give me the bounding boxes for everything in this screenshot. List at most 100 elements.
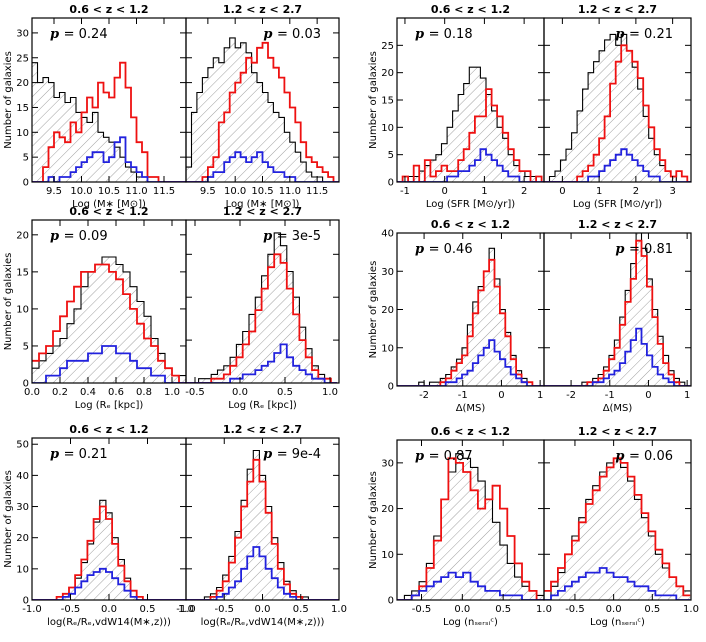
- plot-area: [397, 453, 544, 600]
- x-tick-label: 1.0: [322, 387, 338, 398]
- x-tick-label: 9.5: [46, 186, 62, 197]
- plot-area: [397, 66, 544, 182]
- y-tick-label: 10: [381, 123, 394, 134]
- hatch-fill: [544, 233, 691, 386]
- panel-title: 0.6 < z < 1.2: [431, 3, 510, 16]
- y-axis-label: Number of galaxies: [3, 470, 14, 568]
- y-tick-label: 20: [16, 78, 29, 89]
- series-red: [544, 457, 691, 597]
- y-tick-label: 10: [381, 343, 394, 354]
- series-blue: [186, 343, 338, 383]
- p-value-label: p = 9e-4: [263, 447, 321, 462]
- y-tick-label: 40: [16, 471, 29, 482]
- plot-area: [186, 232, 338, 383]
- y-tick-label: 0: [23, 596, 29, 607]
- hatch-fill: [186, 37, 339, 182]
- x-tick-label: 0.5: [495, 604, 511, 615]
- x-tick-label: 0.6: [108, 387, 124, 398]
- series-all: [397, 453, 544, 600]
- series-red: [186, 458, 339, 600]
- y-tick-label: 15: [16, 103, 29, 114]
- x-tick-label: 0.5: [293, 604, 309, 615]
- series-blue: [397, 148, 544, 182]
- x-tick-label: 10.0: [70, 186, 92, 197]
- y-tick-label: 0: [388, 178, 394, 189]
- x-tick-label: 0.5: [140, 604, 156, 615]
- panel-title: 1.2 < z < 2.7: [223, 205, 302, 218]
- p-value-label: p = 0.21: [50, 447, 108, 462]
- y-tick-label: 0: [23, 379, 29, 390]
- y-tick-label: 0: [388, 382, 394, 393]
- axes-frame: [185, 219, 340, 384]
- hatch-fill: [32, 257, 186, 383]
- plot-area: [544, 233, 691, 386]
- y-tick-label: 25: [381, 41, 394, 52]
- series-red: [397, 88, 544, 182]
- y-tick-label: 5: [23, 341, 29, 352]
- series-all: [544, 33, 691, 182]
- series-red: [186, 41, 339, 182]
- x-tick-label: 0.4: [80, 387, 96, 398]
- x-tick-label: 1.0: [331, 604, 347, 615]
- y-axis-label: Number of galaxies: [368, 471, 379, 569]
- x-tick-label: 0.2: [52, 387, 68, 398]
- x-tick-label: -1.0: [22, 604, 42, 615]
- series-red: [32, 263, 186, 383]
- y-axis-label: Number of galaxies: [368, 261, 379, 359]
- y-tick-label: 30: [381, 458, 394, 469]
- hatch-fill: [397, 67, 544, 182]
- y-tick-label: 25: [16, 53, 29, 64]
- x-tick-label: 1: [481, 186, 487, 197]
- plot-area: [32, 61, 186, 182]
- p-value-label: p = 0.03: [263, 27, 321, 42]
- hatch-fill: [544, 458, 691, 600]
- x-tick-label: 10.5: [98, 186, 120, 197]
- plot-area: [32, 256, 186, 383]
- series-blue: [544, 567, 691, 600]
- panel-11: -0.5 0.0 0.5 1.0 0 10 20 30 0.6 < z < 1.2 p = 0.8…: [368, 425, 552, 628]
- p-value-label: p = 0.06: [615, 449, 673, 464]
- y-tick-label: 30: [381, 267, 394, 278]
- series-blue: [186, 151, 339, 182]
- x-tick-label: 0: [498, 390, 504, 401]
- x-tick-label: 11.5: [306, 186, 328, 197]
- axes-frame: [543, 439, 692, 601]
- hatch-fill: [186, 450, 339, 600]
- panel-title: 1.2 < z < 2.7: [223, 3, 302, 16]
- x-tick-label: -2: [419, 390, 429, 401]
- hatch-fill: [32, 62, 186, 182]
- x-axis-label: Log (M∗ [M⊙]): [226, 199, 300, 210]
- panel-8: -2 -1 0 1 1.2 < z < 2.7 p = 0.81 Δ(MS): [543, 218, 692, 414]
- x-tick-label: 1.0: [164, 387, 180, 398]
- x-tick-label: 1.0: [683, 604, 699, 615]
- x-tick-label: 11.0: [279, 186, 301, 197]
- panel-5: 0.0 0.2 0.4 0.6 0.8 1.0 0 5 10 15 20 0.6 < z < 1.2 p…: [3, 205, 187, 411]
- x-tick-label: -0.5: [185, 387, 205, 398]
- series-all: [544, 233, 691, 386]
- plot-area: [32, 499, 186, 600]
- y-tick-label: 10: [16, 564, 29, 575]
- x-tick-label: -1: [458, 390, 468, 401]
- x-tick-label: 0.5: [277, 387, 293, 398]
- y-tick-label: 20: [16, 533, 29, 544]
- series-blue: [32, 345, 186, 383]
- x-tick-label: -1: [400, 186, 410, 197]
- panel-2: 9.5 10.0 10.5 11.0 11.5 1.2 < z < 2.7 p = 0.03…: [185, 3, 340, 210]
- y-tick-label: 30: [16, 502, 29, 513]
- x-axis-label: Log (nₛₑᵣₛᵢᶜ): [590, 617, 645, 628]
- series-blue: [32, 136, 186, 182]
- p-value-label: p = 0.46: [415, 242, 473, 257]
- y-tick-label: 10: [381, 550, 394, 561]
- p-value-label: p = 0.21: [615, 27, 673, 42]
- x-tick-label: 1: [596, 186, 602, 197]
- x-tick-label: -0.5: [565, 604, 585, 615]
- x-tick-label: 1.0: [536, 604, 552, 615]
- series-blue: [544, 148, 691, 182]
- plot-area: [544, 457, 691, 600]
- panel-title: 1.2 < z < 2.7: [578, 3, 657, 16]
- series-blue: [397, 571, 544, 600]
- x-tick-label: 0.0: [24, 387, 40, 398]
